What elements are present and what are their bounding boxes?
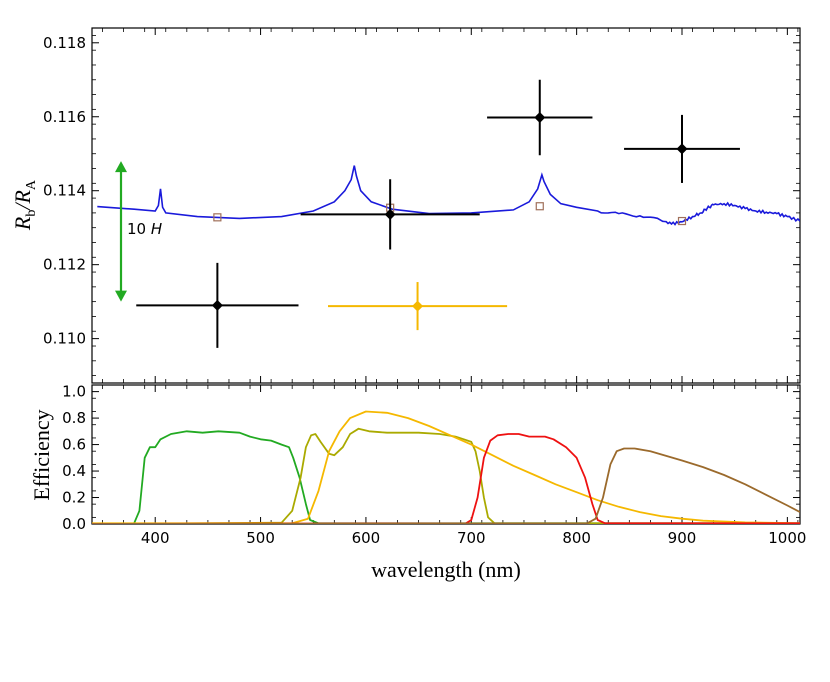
measurement-marker bbox=[211, 299, 223, 311]
top-y-tick-label: 0.112 bbox=[43, 256, 86, 274]
x-tick-label: 500 bbox=[246, 529, 275, 547]
x-tick-label: 600 bbox=[352, 529, 381, 547]
measurement-point bbox=[300, 179, 480, 250]
bottom-panel: 0.0 0.2 0.4 0.6 0.8 1.0 400 500 600 700 800 900 100… bbox=[29, 383, 806, 582]
x-tick-label: 1000 bbox=[768, 529, 806, 547]
scale-bar bbox=[115, 161, 127, 302]
bottom-y-ticks: 0.0 0.2 0.4 0.6 0.8 1.0 bbox=[62, 383, 800, 533]
scale-bar-variable: H bbox=[151, 220, 162, 238]
top-y-axis-title: Rb/RA bbox=[10, 179, 39, 231]
top-y-tick-label: 0.110 bbox=[43, 330, 86, 348]
measurement-point bbox=[487, 79, 593, 156]
ylabel-sub-b: b bbox=[24, 210, 39, 217]
top-panel: 0.110 0.112 0.114 0.116 0.118 10 H Rb/RA bbox=[10, 27, 801, 384]
efficiency-curve bbox=[92, 410, 800, 524]
model-spectrum-line bbox=[97, 165, 800, 226]
efficiency-curve bbox=[92, 433, 800, 524]
efficiency-curves bbox=[92, 410, 800, 524]
bottom-y-axis-title: Efficiency bbox=[29, 409, 54, 500]
top-y-tick-label: 0.116 bbox=[43, 108, 86, 126]
binned-model-marker bbox=[213, 213, 222, 222]
bottom-plot-frame bbox=[91, 384, 801, 525]
ylabel-sub-a: A bbox=[24, 179, 39, 190]
scale-bar-number: 10 bbox=[127, 220, 146, 238]
bottom-y-tick-label: 0.6 bbox=[62, 436, 86, 454]
bottom-y-tick-label: 0.4 bbox=[62, 462, 86, 480]
top-x-ticks bbox=[102, 28, 799, 383]
x-tick-label: 400 bbox=[141, 529, 170, 547]
x-axis-title: wavelength (nm) bbox=[371, 557, 521, 582]
x-tick-label: 800 bbox=[562, 529, 591, 547]
efficiency-curve bbox=[92, 430, 800, 524]
measurement-marker bbox=[412, 300, 424, 312]
top-y-ticks: 0.110 0.112 0.114 0.116 0.118 bbox=[43, 34, 800, 377]
scale-bar-arrow-down bbox=[115, 290, 127, 302]
binned-model-marker bbox=[677, 216, 687, 226]
x-tick-label: 700 bbox=[457, 529, 486, 547]
bottom-y-tick-label: 0.2 bbox=[62, 489, 86, 507]
ylabel-r: R bbox=[10, 216, 35, 231]
binned-model-marker bbox=[535, 202, 544, 211]
x-tick-label: 900 bbox=[668, 529, 697, 547]
efficiency-curve bbox=[92, 427, 800, 524]
bottom-y-tick-label: 0.0 bbox=[62, 515, 86, 533]
top-plot-frame bbox=[91, 27, 801, 384]
measurement-point bbox=[624, 114, 740, 183]
measurement-marker bbox=[384, 208, 396, 220]
measurement-marker bbox=[534, 111, 546, 123]
bottom-y-tick-label: 0.8 bbox=[62, 409, 86, 427]
top-y-tick-label: 0.118 bbox=[43, 34, 86, 52]
ylabel-slash-r: /R bbox=[10, 190, 35, 212]
bottom-y-tick-label: 1.0 bbox=[62, 383, 86, 401]
scale-bar-label: 10 H bbox=[127, 220, 162, 238]
measurement-point bbox=[136, 262, 299, 348]
top-y-tick-label: 0.114 bbox=[43, 182, 86, 200]
measurement-points bbox=[136, 79, 740, 348]
measurement-point bbox=[328, 282, 508, 331]
measurement-marker bbox=[676, 143, 688, 155]
scale-bar-arrow-up bbox=[115, 161, 127, 173]
efficiency-curve bbox=[92, 447, 800, 524]
